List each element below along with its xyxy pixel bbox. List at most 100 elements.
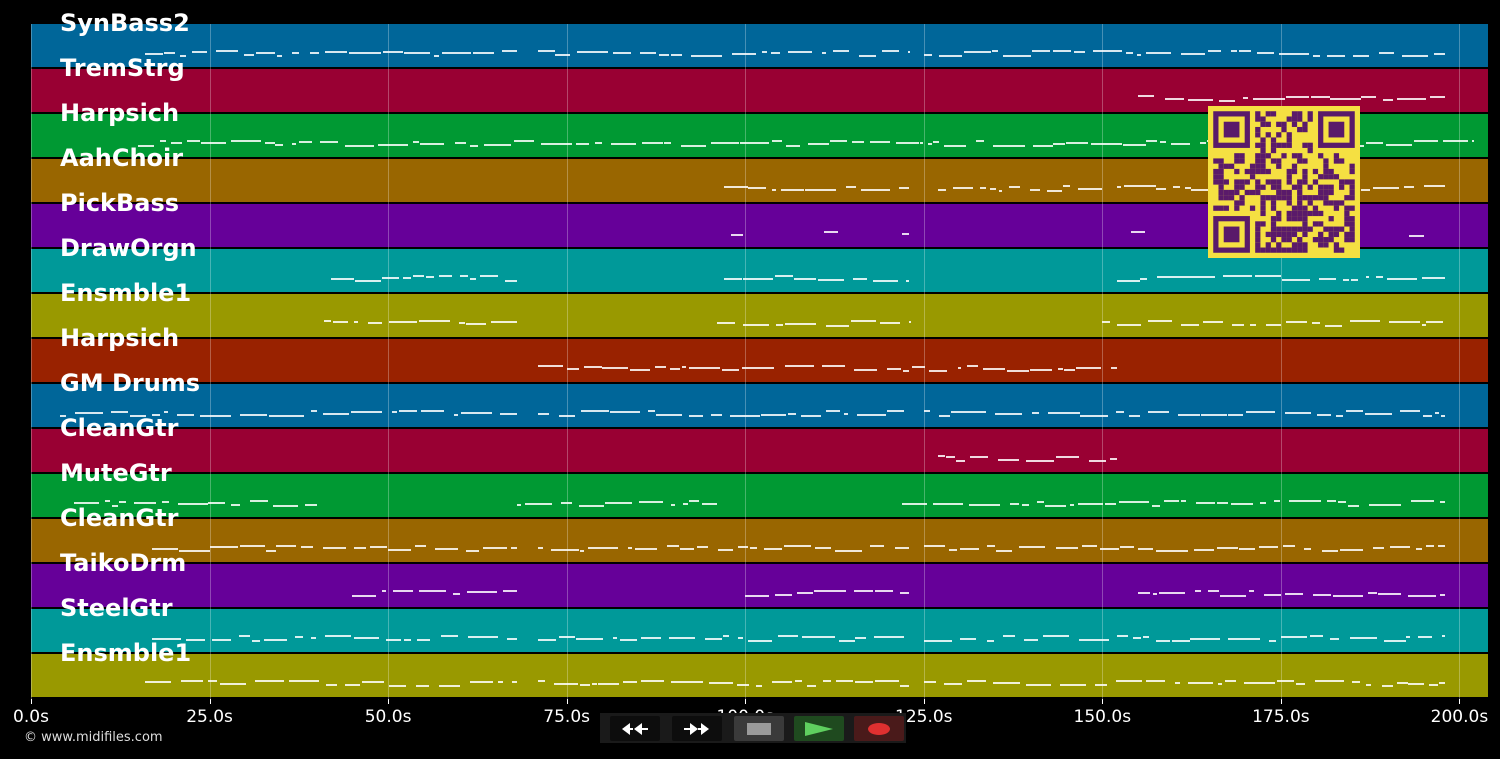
gridline xyxy=(1280,24,1282,699)
note xyxy=(592,683,597,685)
note xyxy=(525,503,552,505)
note xyxy=(656,414,683,416)
note xyxy=(1396,98,1427,100)
note xyxy=(559,415,576,417)
note xyxy=(1164,98,1185,100)
note xyxy=(1143,636,1149,638)
note xyxy=(787,51,813,53)
note xyxy=(1399,410,1421,412)
note xyxy=(1117,635,1129,637)
gridline xyxy=(388,24,390,699)
note xyxy=(324,51,348,53)
note xyxy=(138,145,154,147)
note xyxy=(479,275,499,277)
rewind-button[interactable] xyxy=(610,716,660,741)
note xyxy=(1411,500,1435,502)
note xyxy=(1315,680,1337,682)
note xyxy=(323,413,349,415)
note xyxy=(413,275,424,277)
note xyxy=(902,370,910,372)
note xyxy=(1156,188,1167,190)
note xyxy=(737,546,748,548)
play-button[interactable] xyxy=(794,716,844,741)
note xyxy=(990,188,997,190)
note xyxy=(895,547,910,549)
note xyxy=(859,55,876,57)
note xyxy=(580,684,590,686)
note xyxy=(1100,50,1122,52)
tick-mark xyxy=(1102,699,1104,704)
note xyxy=(275,144,283,146)
note xyxy=(992,145,1025,147)
track-label: CleanGtr xyxy=(60,414,179,442)
gridline xyxy=(1459,24,1461,699)
note xyxy=(749,547,757,549)
note xyxy=(412,141,419,143)
note xyxy=(1138,592,1151,594)
note xyxy=(900,685,910,687)
note xyxy=(875,680,900,682)
fast-forward-button[interactable] xyxy=(672,716,722,741)
note xyxy=(756,685,763,687)
note xyxy=(1094,684,1108,686)
note xyxy=(634,548,658,550)
note xyxy=(418,320,451,322)
note xyxy=(830,140,847,142)
note xyxy=(1199,142,1206,144)
note xyxy=(612,52,631,54)
note xyxy=(902,233,910,235)
note xyxy=(192,51,208,53)
note xyxy=(1244,682,1275,684)
note xyxy=(1406,636,1411,638)
note xyxy=(1339,549,1364,551)
note xyxy=(1311,96,1330,98)
note xyxy=(1160,141,1166,143)
note xyxy=(899,187,910,189)
note xyxy=(682,503,688,505)
note xyxy=(613,637,618,639)
note xyxy=(1352,55,1370,57)
note xyxy=(484,144,511,146)
note xyxy=(1031,412,1039,414)
note xyxy=(1030,369,1052,371)
note xyxy=(1259,546,1279,548)
note xyxy=(352,595,377,597)
stop-button[interactable] xyxy=(734,716,784,741)
note xyxy=(1195,590,1201,592)
note xyxy=(1249,324,1257,326)
note xyxy=(555,54,571,56)
note xyxy=(1078,639,1110,641)
note xyxy=(717,549,734,551)
track-label: Ensmble1 xyxy=(60,279,192,307)
tick-mark xyxy=(745,699,747,704)
note xyxy=(640,637,662,639)
note xyxy=(1381,685,1394,687)
note xyxy=(467,636,499,638)
tick-mark xyxy=(1280,699,1282,704)
note xyxy=(1191,189,1212,191)
note xyxy=(177,503,208,505)
note xyxy=(763,548,782,550)
record-button[interactable] xyxy=(854,716,904,741)
note xyxy=(802,636,835,638)
note xyxy=(231,140,261,142)
note xyxy=(1216,502,1228,504)
note xyxy=(580,550,585,552)
note xyxy=(243,54,254,56)
note xyxy=(1268,640,1276,642)
note xyxy=(112,505,118,507)
note xyxy=(538,547,543,549)
note xyxy=(1429,684,1438,686)
note xyxy=(774,594,793,596)
note xyxy=(161,501,170,503)
note xyxy=(179,550,211,552)
note xyxy=(163,411,168,413)
note xyxy=(1369,504,1402,506)
note xyxy=(691,55,723,57)
note xyxy=(1053,143,1066,145)
note xyxy=(200,415,231,417)
note xyxy=(1285,412,1311,414)
note xyxy=(1177,414,1201,416)
note xyxy=(1188,99,1214,101)
note xyxy=(541,143,573,145)
